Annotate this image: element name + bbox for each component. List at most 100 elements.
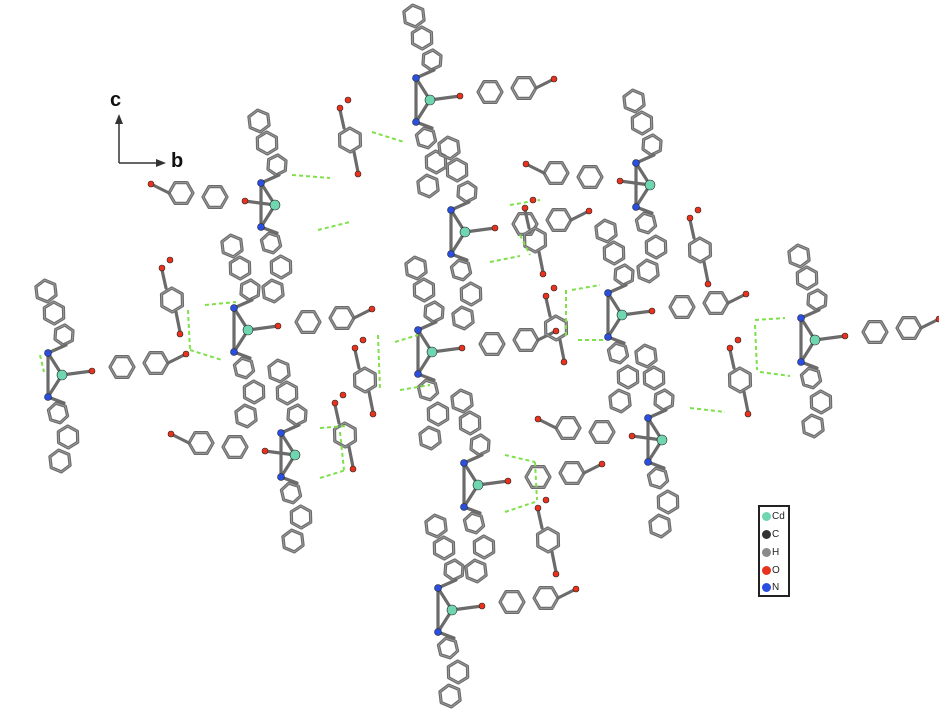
nitrogen-atom: [632, 203, 640, 211]
ring-bond-highlight: [405, 256, 427, 280]
ring-bond: [201, 185, 229, 209]
bond: [536, 508, 544, 530]
hydrogen-bond-layer: [39, 131, 791, 513]
legend-item-h: H: [762, 545, 779, 559]
bond: [352, 308, 372, 320]
complex-unit: [220, 233, 372, 429]
ring-bond-highlight: [353, 367, 377, 393]
c-swatch: [762, 529, 771, 539]
bond: [333, 403, 341, 425]
ring-bond-highlight: [417, 379, 439, 401]
oxygen-atom: [331, 399, 339, 407]
ring-bond-highlight: [802, 414, 824, 438]
acid-molecule: [687, 218, 713, 284]
ring-bond-highlight: [473, 535, 495, 559]
nitrogen-atom: [447, 250, 455, 258]
oxygen-atom: [935, 315, 939, 323]
ring-bond-highlight: [411, 26, 433, 50]
ring-bond-highlight: [57, 425, 79, 449]
oxygen-atom: [522, 160, 530, 168]
ring-bond-highlight: [419, 426, 441, 450]
complex-unit: [34, 278, 186, 474]
nitrogen-atom: [277, 473, 285, 481]
bond: [171, 433, 191, 445]
ring-bond-highlight: [221, 234, 243, 258]
ring-bond-highlight: [447, 660, 469, 684]
oxygen-atom: [598, 460, 606, 468]
ring-bond-highlight: [329, 307, 355, 329]
ring-bond: [545, 208, 573, 232]
ring-bond-highlight: [477, 81, 503, 103]
nitrogen-atom: [460, 503, 468, 511]
ring-bond: [616, 364, 640, 390]
oxygen-atom: [552, 570, 560, 578]
oxygen-atom: [628, 432, 636, 440]
ring-bond-highlight: [109, 356, 135, 378]
oxygen-atom: [359, 336, 367, 344]
ring-bond: [554, 416, 582, 440]
cadmium-atom: [446, 604, 458, 616]
ring-bond-highlight: [499, 591, 525, 613]
ring-bond: [476, 79, 504, 105]
oxygen-atom: [841, 332, 849, 340]
ring-bond-highlight: [512, 213, 538, 235]
oxygen-atom: [726, 344, 734, 352]
cd-swatch: [762, 511, 771, 521]
complex-unit: [594, 218, 746, 414]
hydrogen-bond: [754, 317, 786, 321]
bond: [338, 108, 346, 130]
n-swatch: [762, 582, 771, 592]
ring-bond: [861, 320, 889, 344]
ring-bond: [644, 234, 668, 260]
ring-bond-highlight: [479, 333, 505, 355]
nitrogen-atom: [257, 179, 265, 187]
molecule-layer: [34, 3, 939, 709]
bond: [702, 260, 710, 284]
ring-bond-highlight: [796, 266, 818, 290]
ring-bond-highlight: [459, 411, 481, 435]
ring-bond: [142, 351, 170, 375]
bond: [160, 268, 168, 290]
b-axis-arrowhead: [156, 159, 166, 167]
hydrogen-bond: [319, 469, 347, 479]
ring-bond-highlight: [160, 287, 184, 313]
acid-molecule: [727, 348, 753, 414]
cadmium-atom: [424, 94, 436, 106]
ring-bond-highlight: [623, 89, 645, 113]
oxygen-atom: [344, 96, 352, 104]
ring-bond-highlight: [728, 367, 752, 393]
ring-bond-highlight: [403, 4, 425, 28]
ring-bond-highlight: [270, 255, 292, 279]
oxygen-atom: [734, 336, 742, 344]
ring-bond: [809, 389, 833, 415]
legend-item-c: C: [762, 527, 779, 541]
hydrogen-bond: [504, 454, 536, 463]
oxygen-atom: [616, 177, 624, 185]
oxygen-atom: [539, 270, 547, 278]
hydrogen-bond: [319, 425, 347, 429]
nitrogen-atom: [44, 393, 52, 401]
ring-bond-highlight: [49, 449, 71, 473]
bond: [742, 390, 750, 414]
ring-bond-highlight: [525, 466, 551, 488]
ring-bond-highlight: [262, 279, 284, 303]
ring-bond-highlight: [202, 186, 228, 208]
ring-bond-highlight: [333, 422, 357, 448]
ring-bond-highlight: [229, 256, 251, 280]
ring-bond: [588, 420, 616, 444]
bond: [550, 550, 558, 574]
oxygen-atom: [585, 207, 593, 215]
hydrogen-bond: [377, 334, 381, 391]
oxygen-atom: [491, 224, 499, 232]
oxygen-atom: [542, 496, 550, 504]
o-swatch: [762, 565, 771, 575]
nitrogen-atom: [414, 370, 422, 378]
oxygen-atom: [354, 170, 362, 178]
bond: [544, 296, 552, 318]
oxygen-atom: [572, 585, 580, 593]
ring-bond-highlight: [415, 127, 437, 149]
ring-bond-highlight: [438, 136, 460, 160]
ring-bond: [167, 181, 195, 205]
oxygen-atom: [552, 327, 560, 335]
